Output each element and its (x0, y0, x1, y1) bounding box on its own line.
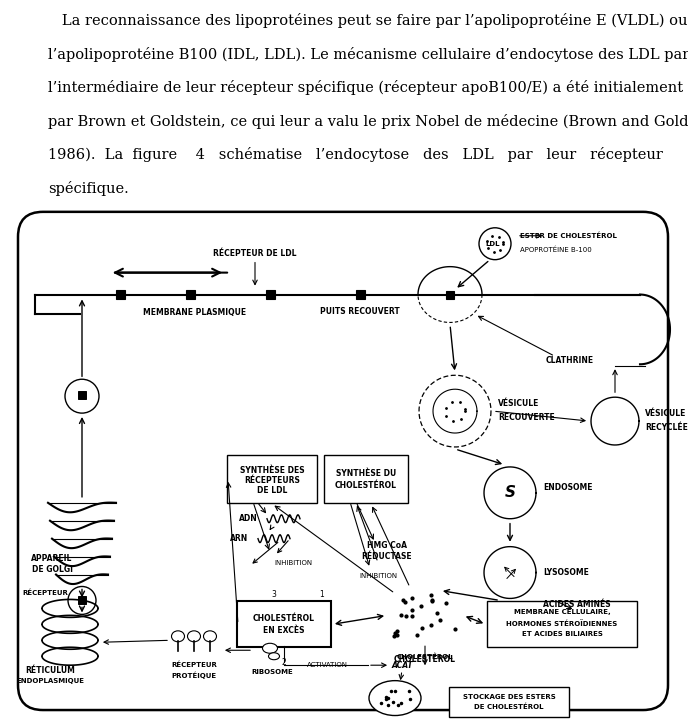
Text: SYNTHÈSE DES: SYNTHÈSE DES (239, 466, 304, 475)
Text: RÉCEPTEURS: RÉCEPTEURS (244, 477, 300, 485)
Text: 3: 3 (272, 590, 277, 599)
Text: 2: 2 (281, 658, 286, 667)
Text: INHIBITION: INHIBITION (274, 559, 312, 565)
Text: ACIDES AMINÉS: ACIDES AMINÉS (543, 600, 611, 609)
Text: RECYCLÉE: RECYCLÉE (645, 423, 688, 432)
Text: ESTER DE CHOLESTÉROL: ESTER DE CHOLESTÉROL (520, 232, 617, 239)
Bar (78, 392, 86, 399)
Circle shape (65, 379, 99, 413)
Text: 1986).  La  figure    4   schématise   l’endocytose   des   LDL   par   leur   r: 1986). La figure 4 schématise l’endocyto… (48, 147, 663, 162)
Text: CHOLESTÉROL: CHOLESTÉROL (335, 482, 397, 490)
Bar (78, 596, 86, 604)
Text: RÉCEPTEUR: RÉCEPTEUR (22, 589, 68, 596)
Bar (446, 291, 454, 298)
Text: 1: 1 (320, 590, 324, 599)
Text: ARN: ARN (230, 534, 248, 543)
Text: VÉSICULE: VÉSICULE (645, 409, 687, 417)
Text: DE GOLGI: DE GOLGI (32, 565, 72, 574)
Text: INHIBITION: INHIBITION (359, 572, 397, 578)
Text: MEMBRANE CELLULAIRE,: MEMBRANE CELLULAIRE, (514, 609, 610, 616)
Text: PROTÉIQUE: PROTÉIQUE (171, 671, 217, 679)
Text: ET ACIDES BILIAIRES: ET ACIDES BILIAIRES (522, 632, 603, 637)
Text: EN EXCÈS: EN EXCÈS (264, 626, 305, 634)
Text: ADN: ADN (239, 514, 258, 523)
FancyBboxPatch shape (487, 601, 637, 647)
Bar (186, 290, 195, 298)
Ellipse shape (171, 631, 184, 642)
Text: RÉTICULUM: RÉTICULUM (25, 665, 75, 675)
Text: La reconnaissance des lipoprotéines peut se faire par l’apolipoprotéine E (VLDL): La reconnaissance des lipoprotéines peut… (48, 13, 688, 28)
Text: STOCKAGE DES ESTERS: STOCKAGE DES ESTERS (462, 694, 555, 700)
FancyBboxPatch shape (18, 212, 668, 710)
Text: HORMONES STÉROÏDIENNES: HORMONES STÉROÏDIENNES (506, 620, 618, 627)
Text: CLATHRINE: CLATHRINE (546, 356, 594, 366)
Ellipse shape (188, 631, 200, 642)
FancyBboxPatch shape (237, 601, 331, 647)
Text: RECOUVERTE: RECOUVERTE (498, 412, 555, 422)
Text: DE CHOLESTÉROL: DE CHOLESTÉROL (474, 704, 544, 710)
Ellipse shape (268, 653, 279, 660)
Text: l’intermédiaire de leur récepteur spécifique (récepteur apoB100/E) a été initial: l’intermédiaire de leur récepteur spécif… (48, 80, 688, 95)
Ellipse shape (204, 631, 217, 642)
Circle shape (479, 228, 511, 260)
Text: ENDOSOME: ENDOSOME (543, 483, 592, 492)
Text: ACAT: ACAT (391, 660, 413, 670)
Text: VÉSICULE: VÉSICULE (498, 399, 539, 407)
Text: APPAREIL: APPAREIL (32, 554, 73, 563)
FancyBboxPatch shape (449, 687, 569, 717)
Text: ACTIVATION: ACTIVATION (307, 662, 348, 668)
Text: CHOLESTÉROL: CHOLESTÉROL (253, 614, 315, 623)
Text: RÉCEPTEUR DE LDL: RÉCEPTEUR DE LDL (213, 249, 297, 258)
Text: l’apolipoprotéine B100 (IDL, LDL). Le mécanisme cellulaire d’endocytose des LDL : l’apolipoprotéine B100 (IDL, LDL). Le mé… (48, 46, 688, 61)
Text: RÉCEPTEUR: RÉCEPTEUR (171, 662, 217, 668)
Text: RÉDUCTASE: RÉDUCTASE (362, 552, 412, 561)
Bar (116, 290, 125, 298)
Text: ENDOPLASMIQUE: ENDOPLASMIQUE (16, 678, 84, 684)
FancyBboxPatch shape (227, 455, 317, 503)
Circle shape (68, 586, 96, 614)
Text: CHOLESTÉROL: CHOLESTÉROL (397, 654, 453, 660)
Text: RIBOSOME: RIBOSOME (251, 669, 293, 675)
Text: HMG CoA: HMG CoA (367, 541, 407, 550)
Bar (266, 290, 275, 298)
Text: LYSOSOME: LYSOSOME (543, 568, 589, 577)
Ellipse shape (369, 681, 421, 715)
Text: spécifique.: spécifique. (48, 180, 129, 195)
Text: S: S (504, 485, 515, 500)
Text: SYNTHÈSE DU: SYNTHÈSE DU (336, 469, 396, 479)
Text: PUITS RECOUVERT: PUITS RECOUVERT (320, 307, 400, 317)
Text: par Brown et Goldstein, ce qui leur a valu le prix Nobel de médecine (Brown and : par Brown et Goldstein, ce qui leur a va… (48, 113, 688, 128)
Text: DE LDL: DE LDL (257, 487, 287, 495)
Text: CHOLESTÉROL: CHOLESTÉROL (394, 655, 456, 664)
Text: MEMBRANE PLASMIQUE: MEMBRANE PLASMIQUE (143, 309, 246, 317)
FancyBboxPatch shape (324, 455, 408, 503)
Text: APOPROTÉINE B-100: APOPROTÉINE B-100 (520, 247, 592, 253)
Bar (356, 290, 365, 298)
Ellipse shape (263, 643, 277, 653)
Text: LDL: LDL (486, 241, 500, 247)
